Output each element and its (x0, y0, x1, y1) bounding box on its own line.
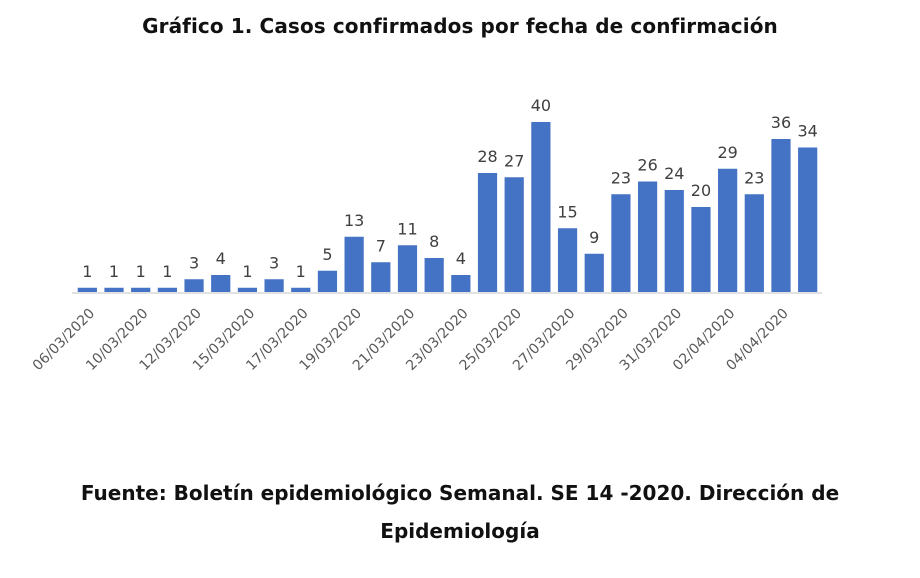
value-label: 1 (242, 262, 252, 281)
bar-29/03/2020 (611, 194, 631, 292)
value-label: 40 (531, 96, 551, 115)
bar-06/03/2020 (77, 287, 97, 292)
value-label: 1 (296, 262, 306, 281)
value-label: 1 (109, 262, 119, 281)
bar-28/03/2020 (584, 253, 604, 292)
bar-04/04/2020 (771, 139, 791, 292)
bar-27/03/2020 (557, 228, 578, 292)
source-line-1: Fuente: Boletín epidemiológico Semanal. … (80, 481, 840, 505)
bar-03/04/2020 (744, 194, 764, 292)
bar-14/03/2020 (211, 275, 231, 292)
value-label: 5 (322, 245, 332, 264)
value-label: 4 (216, 249, 226, 268)
bar-05/04/2020 (798, 147, 818, 292)
bar-21/03/2020 (397, 245, 418, 292)
value-label: 8 (429, 232, 439, 251)
bar-17/03/2020 (291, 287, 311, 292)
value-label: 11 (397, 219, 417, 238)
bar-08/03/2020 (104, 287, 124, 292)
bar-23/03/2020 (451, 275, 471, 292)
value-label: 1 (162, 262, 172, 281)
bar-24/03/2020 (477, 173, 498, 292)
value-label: 34 (797, 122, 817, 141)
value-label: 24 (664, 164, 684, 183)
value-label: 20 (691, 181, 711, 200)
value-label: 23 (611, 168, 631, 187)
bar-11/03/2020 (157, 287, 177, 292)
chart-title: Gráfico 1. Casos confirmados por fecha d… (142, 14, 778, 38)
bar-20/03/2020 (371, 262, 391, 292)
x-tick-labels-group: 06/03/202010/03/202012/03/202015/03/2020… (30, 306, 792, 374)
value-label: 15 (557, 202, 577, 221)
value-label: 9 (589, 228, 599, 247)
bar-19/03/2020 (344, 236, 364, 292)
value-label: 28 (477, 147, 497, 166)
value-label: 7 (376, 236, 386, 255)
value-label: 36 (771, 113, 791, 132)
value-label: 3 (189, 253, 199, 272)
bar-30/03/2020 (637, 181, 658, 292)
source-note: Fuente: Boletín epidemiológico Semanal. … (0, 474, 920, 550)
value-label: 1 (82, 262, 92, 281)
bar-16/03/2020 (264, 279, 284, 292)
value-label: 26 (637, 156, 657, 175)
source-line-2: Epidemiología (380, 519, 540, 543)
value-label: 4 (456, 249, 466, 268)
bar-25/03/2020 (504, 177, 524, 292)
bar-31/03/2020 (664, 190, 684, 292)
value-label: 1 (136, 262, 146, 281)
value-label: 29 (717, 143, 737, 162)
value-label: 27 (504, 151, 524, 170)
bars-group (77, 122, 818, 292)
bar-01/04/2020 (691, 207, 711, 292)
bar-18/03/2020 (317, 270, 338, 292)
bar-15/03/2020 (237, 287, 258, 292)
bar-10/03/2020 (131, 287, 151, 292)
bar-02/04/2020 (718, 168, 738, 292)
bar-12/03/2020 (184, 279, 204, 292)
bar-22/03/2020 (424, 258, 444, 292)
bar-26/03/2020 (531, 122, 551, 292)
value-label: 23 (744, 168, 764, 187)
value-label: 3 (269, 253, 279, 272)
value-label: 13 (344, 211, 364, 230)
